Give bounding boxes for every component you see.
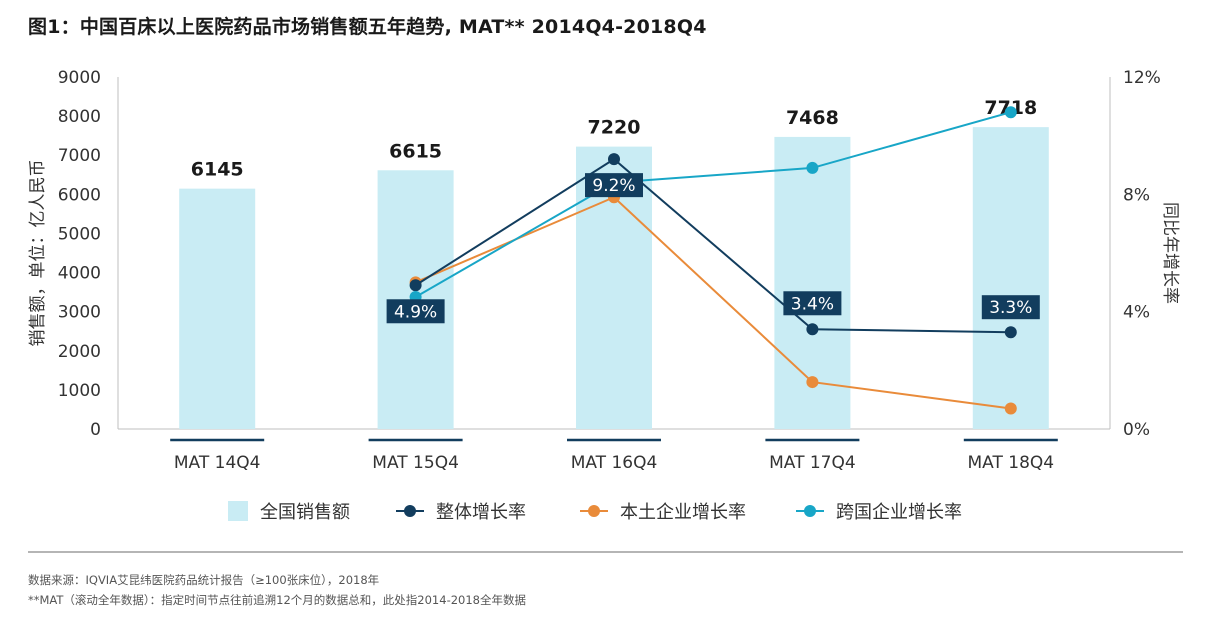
y-tick-label: 6000 xyxy=(58,185,101,205)
line-series xyxy=(415,157,1011,334)
y-tick-label: 5000 xyxy=(58,224,101,244)
data-label: 3.4% xyxy=(791,294,834,314)
line-series xyxy=(415,111,1012,298)
y-tick-label: 2000 xyxy=(58,342,101,362)
y-tick-label: 0 xyxy=(90,420,101,440)
x-tick-label: MAT 17Q4 xyxy=(769,453,856,473)
x-tick-label: MAT 15Q4 xyxy=(372,453,459,473)
line-point xyxy=(806,323,819,336)
y-tick-label: 7000 xyxy=(58,146,101,166)
y2-tick-label: 4% xyxy=(1123,303,1150,323)
legend-label: 整体增长率 xyxy=(436,502,526,523)
data-label-box xyxy=(386,299,445,324)
data-label-box xyxy=(585,173,643,198)
x-tick-label: MAT 16Q4 xyxy=(571,453,658,473)
bar xyxy=(179,188,256,429)
y-tick-label: 8000 xyxy=(58,107,101,127)
y2-axis-title: 同比年增长率 xyxy=(1160,202,1180,304)
y2-tick-label: 0% xyxy=(1123,420,1150,440)
line-point xyxy=(1004,106,1017,119)
y-axis-title: 销售额，单位：亿人民币 xyxy=(28,160,48,347)
source-footnote: 数据来源：IQVIA艾昆纬医院药品统计报告（≥100张床位），2018年 xyxy=(28,573,380,587)
line-point xyxy=(608,153,620,166)
y-tick-label: 1000 xyxy=(58,381,101,401)
bar-value-label: 7220 xyxy=(588,117,641,139)
legend-label: 本土企业增长率 xyxy=(620,502,746,523)
y-tick-label: 3000 xyxy=(58,303,101,323)
y2-tick-label: 12% xyxy=(1123,68,1161,88)
bar-value-label: 6615 xyxy=(389,140,442,162)
legend-swatch xyxy=(228,501,248,521)
legend-marker xyxy=(804,505,816,517)
legend-marker xyxy=(404,505,416,517)
data-label: 9.2% xyxy=(592,176,635,196)
mat-footnote: **MAT（滚动全年数据）：指定时间节点往前追溯12个月的数据总和，此处指201… xyxy=(28,593,526,607)
line-point xyxy=(806,161,819,174)
data-label-box xyxy=(981,295,1040,320)
data-label: 4.9% xyxy=(394,302,437,322)
legend-marker xyxy=(588,505,600,517)
x-tick-label: MAT 18Q4 xyxy=(968,453,1055,473)
bar xyxy=(972,127,1049,429)
bar-value-label: 6145 xyxy=(191,159,244,181)
line-point xyxy=(806,376,819,389)
footer-divider xyxy=(28,551,1183,553)
bar-value-label: 7468 xyxy=(786,107,839,129)
legend-label: 跨国企业增长率 xyxy=(836,502,962,523)
line-point xyxy=(1004,402,1017,415)
chart-title: 图1：中国百床以上医院药品市场销售额五年趋势, MAT** 2014Q4-201… xyxy=(28,16,707,38)
legend-label: 全国销售额 xyxy=(260,502,350,523)
data-label: 3.3% xyxy=(989,298,1032,318)
y-tick-label: 9000 xyxy=(58,68,101,88)
line-point xyxy=(409,279,422,292)
x-tick-label: MAT 14Q4 xyxy=(174,453,261,473)
y-tick-label: 4000 xyxy=(58,264,101,284)
y2-tick-label: 8% xyxy=(1123,185,1150,205)
line-point xyxy=(1004,326,1017,339)
data-label-box xyxy=(783,291,842,316)
